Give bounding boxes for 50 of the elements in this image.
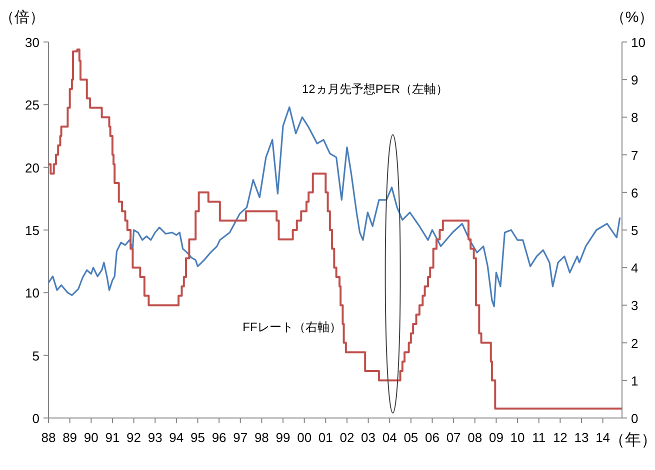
x-tick-label: 00 — [297, 430, 312, 445]
y-tick-label: 25 — [25, 98, 40, 113]
x-tick-label: 88 — [41, 430, 56, 445]
y2-tick-label: 5 — [631, 223, 638, 238]
y2-tick-label: 10 — [631, 35, 646, 50]
x-tick-label: 06 — [425, 430, 440, 445]
x-tick-label: 94 — [169, 430, 184, 445]
y-tick-label: 20 — [25, 160, 40, 176]
series-label: FFレート（右軸） — [242, 320, 342, 334]
y-axis-title: （倍） — [0, 9, 44, 26]
x-tick-label: 91 — [105, 430, 120, 445]
y2-tick-label: 4 — [631, 260, 638, 276]
y2-tick-label: 3 — [631, 298, 638, 314]
x-tick-label: 14 — [596, 430, 610, 445]
y-tick-label: 30 — [25, 35, 40, 50]
x-tick-label: 05 — [404, 430, 418, 445]
x-tick-label: 04 — [382, 430, 397, 445]
y-tick-label: 15 — [25, 223, 40, 238]
x-tick-label: 93 — [148, 430, 162, 445]
x-tick-label: 02 — [340, 430, 354, 445]
x-tick-label: 92 — [126, 430, 142, 445]
y2-tick-label: 9 — [631, 72, 638, 88]
series-label: 12ヵ月先予想PER（左軸） — [302, 82, 448, 96]
x-tick-label: 96 — [212, 430, 226, 445]
y2-tick-label: 1 — [631, 373, 638, 388]
x-tick-label: 98 — [254, 430, 269, 445]
y2-tick-label: 7 — [631, 148, 638, 163]
y2-axis-title: （%） — [610, 9, 654, 26]
x-tick-label: 12 — [552, 430, 568, 445]
x-tick-label: 99 — [276, 430, 290, 445]
x-tick-label: 10 — [510, 430, 525, 445]
y2-tick-label: 0 — [631, 411, 638, 426]
x-tick-label: 03 — [361, 430, 376, 445]
y-tick-label: 5 — [32, 348, 40, 364]
y-tick-label: 0 — [32, 411, 40, 426]
y2-tick-label: 2 — [631, 336, 638, 351]
x-tick-label: 97 — [233, 430, 248, 445]
x-tick-label: 11 — [532, 430, 546, 445]
x-tick-label: 07 — [446, 430, 461, 445]
x-tick-label: 08 — [468, 430, 482, 445]
y2-tick-label: 6 — [631, 185, 638, 200]
x-tick-label: 09 — [488, 430, 504, 445]
x-tick-label: 89 — [62, 430, 78, 445]
x-tick-label: 95 — [190, 430, 205, 445]
y-tick-label: 10 — [25, 286, 40, 301]
y2-tick-label: 8 — [631, 110, 638, 126]
x-tick-label: 90 — [84, 430, 98, 445]
x-axis-title: （年） — [609, 432, 655, 449]
x-tick-label: 01 — [318, 430, 333, 445]
x-tick-label: 13 — [574, 430, 589, 445]
